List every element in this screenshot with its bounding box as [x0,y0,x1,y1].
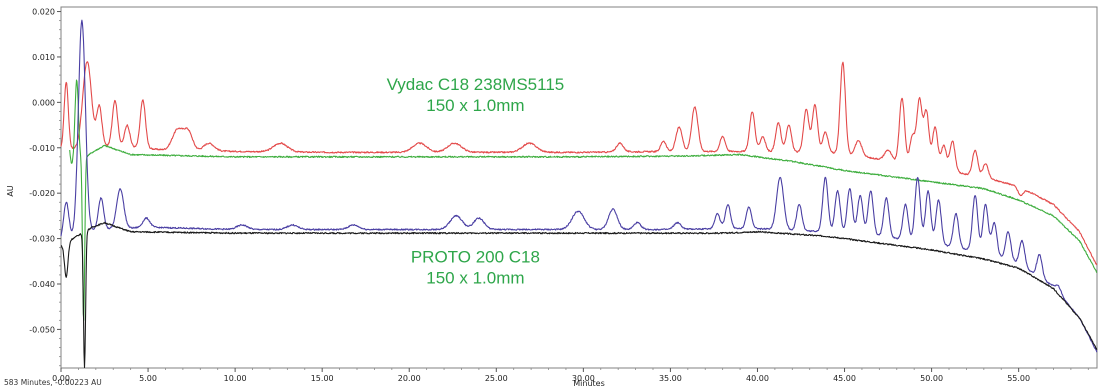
y-tick-label: -0.050 [29,325,55,334]
x-tick-label: 5.00 [139,374,157,383]
x-tick-label: 50.00 [920,374,943,383]
x-tick-label: 30.00 [572,374,595,383]
series-line-proto_blank [60,221,1098,369]
x-tick-label: 10.00 [224,374,247,383]
y-tick-label: 0.010 [32,53,55,62]
x-tick-label: 55.00 [1007,374,1030,383]
y-tick-label: -0.020 [29,189,55,198]
y-tick-label: -0.010 [29,144,55,153]
series-layer [60,19,1098,369]
x-tick-label: 25.00 [485,374,508,383]
y-tick-label: -0.040 [29,280,55,289]
series-line-vydac_chromatogram [60,61,1098,266]
annotation-vydac-line1: Vydac C18 238MS5115 [387,75,565,94]
y-tick-label: 0.000 [32,98,55,107]
x-tick-label: 35.00 [659,374,682,383]
x-tick-label: 45.00 [833,374,856,383]
annotation-vydac: Vydac C18 238MS5115 150 x 1.0mm [387,75,565,115]
x-tick-label: 40.00 [746,374,769,383]
x-tick-label: 20.00 [398,374,421,383]
x-axis: 0.00 5.00 10.00 15.00 20.00 25.00 30.00 35.00 40… [52,368,1089,383]
x-tick-label: 0.00 [52,374,70,383]
annotation-proto-line1: PROTO 200 C18 [411,248,540,267]
y-tick-label: 0.020 [32,8,55,17]
y-axis: 0.020 0.010 0.000 -0.010 -0.020 -0.030 -0.040 -… [29,8,61,367]
plot-area [60,6,1098,369]
x-axis-label: Minutes [573,379,605,388]
series-line-vydac_blank [69,79,1098,321]
y-tick-label: -0.030 [29,235,55,244]
annotation-proto-line2: 150 x 1.0mm [426,269,524,288]
y-axis-label: AU [6,185,15,196]
cursor-readout: 583 Minutes, -0.00223 AU [4,378,102,387]
annotation-proto: PROTO 200 C18 150 x 1.0mm [411,248,540,288]
series-line-proto_chromatogram [60,19,1098,353]
x-tick-label: 15.00 [311,374,334,383]
annotation-vydac-line2: 150 x 1.0mm [426,96,524,115]
